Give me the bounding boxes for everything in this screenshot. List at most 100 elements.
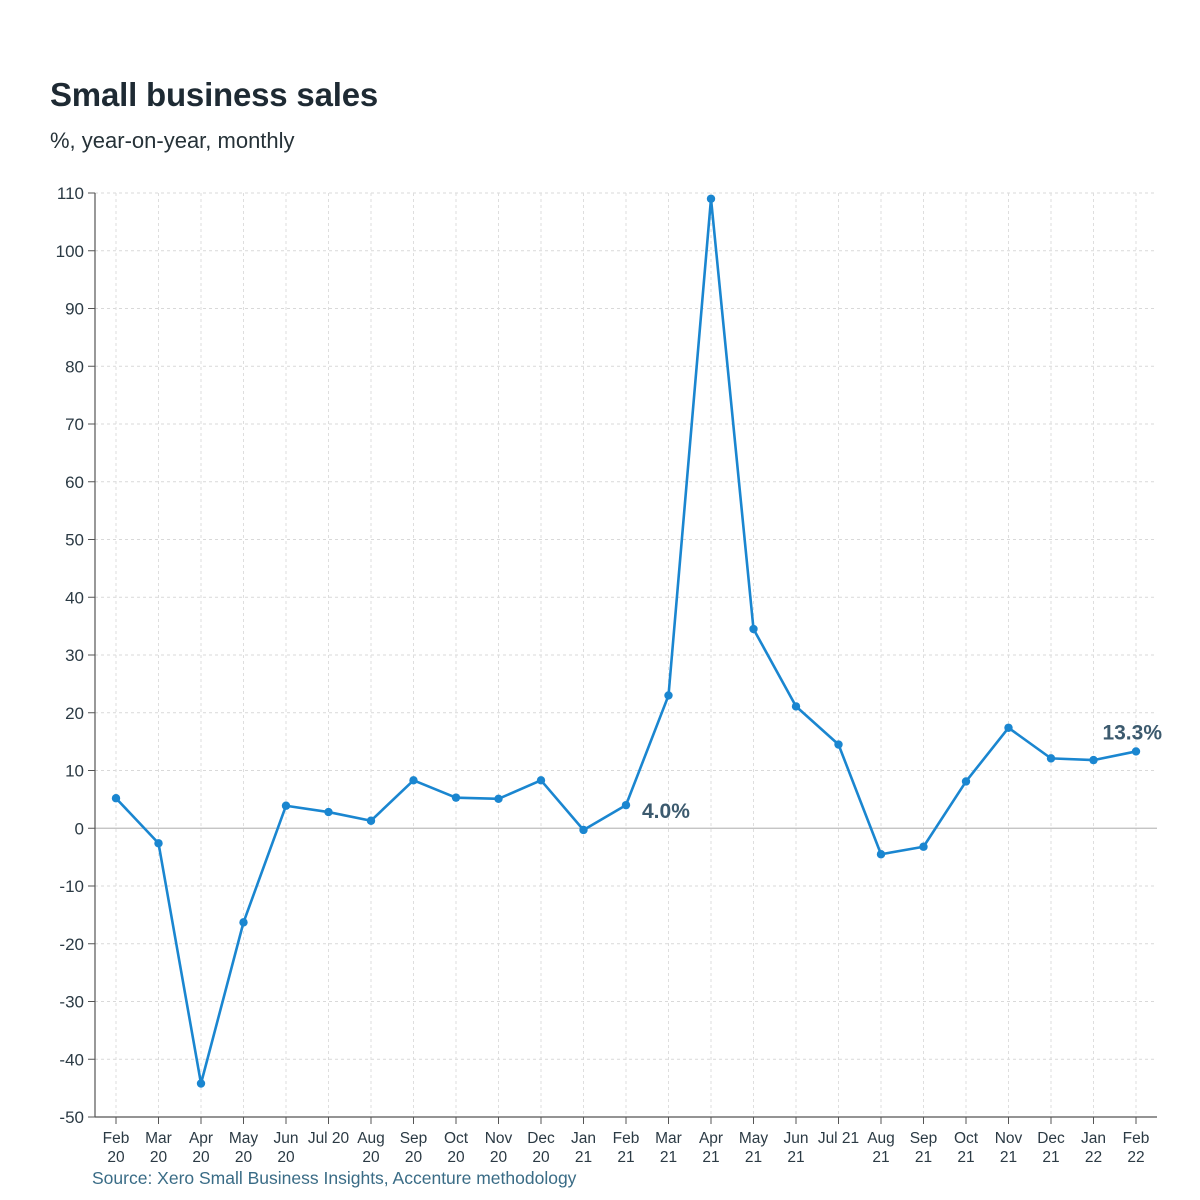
x-tick-label-year: 21 bbox=[787, 1149, 804, 1166]
x-tick-label: Dec bbox=[527, 1130, 555, 1147]
x-tick-label: Feb bbox=[613, 1130, 640, 1147]
data-point bbox=[409, 776, 418, 785]
y-tick-label: 60 bbox=[65, 473, 84, 492]
data-point bbox=[111, 794, 121, 803]
y-tick-label: 100 bbox=[56, 242, 84, 261]
chart-source: Source: Xero Small Business Insights, Ac… bbox=[92, 1168, 577, 1188]
x-tick-label-year: 21 bbox=[957, 1149, 974, 1166]
data-point bbox=[706, 194, 716, 203]
x-tick-label-year: 21 bbox=[575, 1149, 592, 1166]
x-tick-label: Dec bbox=[1037, 1130, 1065, 1147]
x-tick-label-year: 21 bbox=[872, 1149, 889, 1166]
y-tick-label: 70 bbox=[65, 415, 84, 434]
data-point bbox=[579, 825, 588, 835]
y-tick-label: 30 bbox=[65, 646, 84, 665]
data-point bbox=[791, 702, 801, 711]
x-tick-label-year: 20 bbox=[362, 1149, 380, 1166]
data-label: 13.3% bbox=[1102, 721, 1162, 744]
data-point bbox=[281, 801, 291, 810]
x-tick-label: Oct bbox=[444, 1130, 469, 1147]
data-point bbox=[1004, 723, 1013, 732]
data-label: 4.0% bbox=[642, 800, 690, 823]
x-tick-label: Jan bbox=[571, 1130, 596, 1147]
data-point bbox=[876, 850, 886, 859]
data-point bbox=[919, 842, 928, 851]
y-tick-label: -20 bbox=[59, 935, 84, 954]
x-tick-label-year: 20 bbox=[150, 1149, 168, 1166]
y-tick-label: 10 bbox=[65, 762, 84, 781]
x-tick-label-year: 21 bbox=[915, 1149, 932, 1166]
data-point bbox=[239, 918, 248, 927]
x-tick-label: Jun bbox=[274, 1130, 299, 1147]
data-point bbox=[366, 816, 376, 825]
y-tick-label: -30 bbox=[59, 993, 84, 1012]
x-tick-label: Jul 20 bbox=[308, 1130, 350, 1147]
chart-title: Small business sales bbox=[50, 76, 379, 113]
chart-subtitle: %, year-on-year, monthly bbox=[50, 128, 295, 153]
y-tick-label: 110 bbox=[57, 184, 84, 203]
y-tick-label: 0 bbox=[75, 819, 84, 838]
x-tick-label: Feb bbox=[1123, 1130, 1150, 1147]
y-tick-label: -50 bbox=[59, 1108, 84, 1127]
x-tick-label-year: 20 bbox=[490, 1149, 508, 1166]
data-point bbox=[1089, 755, 1098, 765]
data-point bbox=[621, 800, 631, 810]
data-point bbox=[451, 793, 461, 802]
data-point bbox=[749, 624, 758, 634]
data-point bbox=[1046, 754, 1056, 763]
y-tick-label: 40 bbox=[65, 588, 84, 607]
points-layer bbox=[111, 194, 1141, 1088]
annotation-layer: 4.0% 13.3% bbox=[642, 721, 1162, 823]
x-tick-label-year: 20 bbox=[532, 1149, 550, 1166]
x-tick-label-year: 20 bbox=[235, 1149, 253, 1166]
x-tick-label-year: 21 bbox=[702, 1149, 719, 1166]
x-tick-label: Feb bbox=[103, 1130, 130, 1147]
x-tick-label-year: 21 bbox=[1000, 1149, 1017, 1166]
data-point bbox=[324, 807, 333, 817]
x-tick-label-year: 22 bbox=[1127, 1149, 1144, 1166]
axis-layer: 1101009080706050403020100-10-20-30-40-50… bbox=[56, 184, 1157, 1166]
x-tick-label: Sep bbox=[400, 1130, 428, 1147]
x-tick-label-year: 21 bbox=[1042, 1149, 1059, 1166]
x-tick-label: Aug bbox=[357, 1130, 385, 1147]
data-point bbox=[196, 1079, 206, 1088]
x-tick-label-year: 21 bbox=[660, 1149, 677, 1166]
x-tick-label-year: 20 bbox=[277, 1149, 295, 1166]
x-tick-label: Oct bbox=[954, 1130, 979, 1147]
x-tick-label: Jan bbox=[1081, 1130, 1106, 1147]
x-tick-label-year: 21 bbox=[745, 1149, 762, 1166]
x-tick-label-year: 20 bbox=[192, 1149, 210, 1166]
data-point bbox=[834, 740, 843, 749]
x-tick-label: May bbox=[739, 1130, 769, 1147]
x-tick-label: Apr bbox=[189, 1130, 213, 1147]
x-tick-label: Apr bbox=[699, 1130, 723, 1147]
grid-layer bbox=[95, 192, 1157, 1118]
x-tick-label: Jun bbox=[784, 1130, 809, 1147]
x-tick-label-year: 20 bbox=[107, 1149, 125, 1166]
data-point bbox=[154, 839, 163, 848]
x-tick-label: May bbox=[229, 1130, 259, 1147]
y-tick-label: 90 bbox=[65, 300, 84, 319]
x-tick-label-year: 21 bbox=[617, 1149, 634, 1166]
x-tick-label: Jul 21 bbox=[818, 1130, 859, 1147]
x-tick-label: Sep bbox=[910, 1130, 938, 1147]
y-tick-label: 50 bbox=[65, 531, 84, 550]
y-tick-label: 80 bbox=[65, 357, 84, 376]
x-tick-label: Aug bbox=[867, 1130, 895, 1147]
y-tick-label: -40 bbox=[59, 1050, 84, 1069]
data-point bbox=[961, 777, 971, 786]
data-point bbox=[536, 776, 546, 785]
x-tick-label: Nov bbox=[485, 1130, 513, 1147]
x-tick-label-year: 20 bbox=[447, 1149, 465, 1166]
x-tick-label: Mar bbox=[655, 1130, 682, 1147]
x-tick-label: Mar bbox=[145, 1130, 172, 1147]
data-point bbox=[494, 794, 503, 803]
data-point bbox=[1131, 747, 1141, 756]
y-tick-label: 20 bbox=[65, 704, 84, 723]
x-tick-label-year: 22 bbox=[1085, 1149, 1102, 1166]
x-tick-label: Nov bbox=[995, 1130, 1023, 1147]
data-point bbox=[664, 691, 673, 700]
x-tick-label-year: 20 bbox=[405, 1149, 423, 1166]
y-tick-label: -10 bbox=[59, 877, 84, 896]
